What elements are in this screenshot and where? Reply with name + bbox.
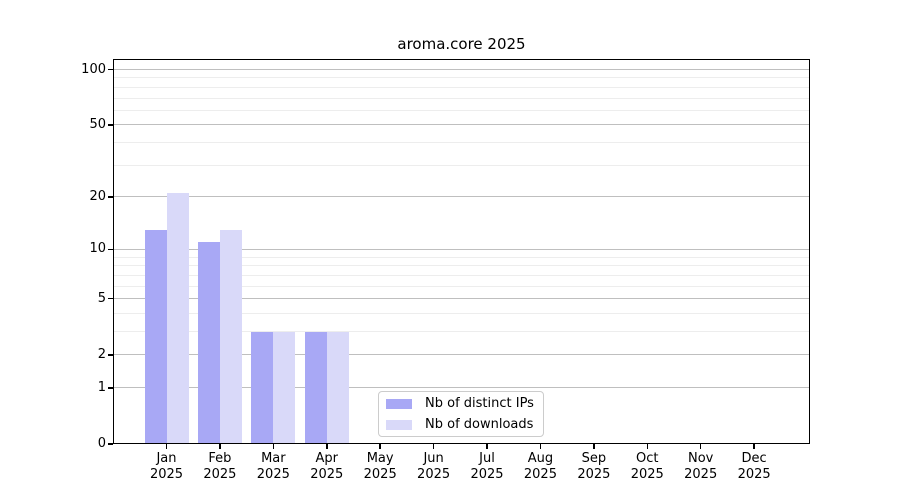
y-tick-label-10: 10: [89, 241, 106, 257]
x-tick-mark-3: [272, 444, 275, 449]
y-tick-label-5: 5: [97, 290, 106, 306]
y-tick-label-1: 1: [97, 379, 106, 395]
x-tick-label-jan-2025: Jan 2025: [149, 451, 184, 482]
legend: Nb of distinct IPs Nb of downloads: [378, 391, 544, 437]
x-tick-label-nov-2025: Nov 2025: [684, 451, 718, 482]
y-tick-mark-100: [108, 68, 113, 71]
x-tick-label-jul-2025: Jul 2025: [470, 451, 504, 482]
x-tick-mark-7: [486, 444, 488, 449]
gridline-major-1: [113, 387, 810, 389]
legend-item-distinct-ips: Nb of distinct IPs: [386, 395, 543, 412]
bar-nb-of-downloads-jan-2025: [166, 193, 189, 444]
x-tick-mark-2: [219, 444, 221, 449]
bar-nb-of-downloads-feb-2025: [219, 229, 242, 444]
x-tick-mark-12: [753, 444, 755, 449]
gridline-minor-40: [113, 142, 810, 144]
x-tick-mark-11: [699, 444, 702, 449]
y-tick-mark-20: [108, 196, 113, 198]
gridline-major-5: [113, 298, 810, 300]
gridline-major-2: [113, 354, 810, 356]
y-tick-mark-0: [108, 443, 113, 445]
y-tick-mark-50: [108, 124, 113, 126]
gridline-major-20: [113, 196, 810, 198]
y-tick-mark-10: [108, 248, 113, 251]
gridline-minor-6: [113, 285, 810, 287]
legend-swatch-downloads: [386, 419, 412, 430]
plot-area: [113, 59, 810, 444]
x-tick-label-apr-2025: Apr 2025: [310, 451, 344, 482]
bar-nb-of-downloads-mar-2025: [273, 331, 296, 444]
x-tick-label-may-2025: May 2025: [363, 451, 397, 482]
x-tick-mark-6: [432, 444, 435, 449]
x-tick-label-mar-2025: Mar 2025: [256, 451, 290, 482]
x-tick-label-jun-2025: Jun 2025: [417, 451, 451, 482]
gridline-major-100: [113, 69, 810, 71]
gridline-minor-30: [113, 164, 810, 166]
x-tick-label-sep-2025: Sep 2025: [577, 451, 611, 482]
x-tick-mark-10: [646, 444, 649, 449]
bar-nb-of-distinct-ips-feb-2025: [197, 242, 220, 444]
legend-item-downloads: Nb of downloads: [386, 416, 543, 433]
gridline-minor-3: [113, 331, 810, 333]
bar-nb-of-distinct-ips-jan-2025: [144, 229, 167, 444]
x-tick-mark-4: [326, 444, 328, 449]
chart-title: aroma.core 2025: [397, 35, 526, 53]
y-tick-label-50: 50: [89, 116, 106, 132]
gridline-minor-9: [113, 256, 810, 258]
legend-label-downloads: Nb of downloads: [425, 417, 534, 432]
x-tick-mark-1: [165, 444, 168, 449]
legend-swatch-distinct-ips: [386, 398, 412, 409]
y-tick-mark-5: [108, 297, 113, 300]
x-tick-label-dec-2025: Dec 2025: [737, 451, 771, 482]
y-tick-label-2: 2: [97, 346, 106, 362]
x-tick-label-feb-2025: Feb 2025: [203, 451, 237, 482]
y-tick-label-0: 0: [97, 436, 106, 451]
x-tick-label-oct-2025: Oct 2025: [630, 451, 664, 482]
gridline-minor-4: [113, 312, 810, 314]
x-tick-mark-8: [539, 444, 542, 449]
x-tick-mark-9: [593, 444, 595, 449]
bar-nb-of-downloads-apr-2025: [326, 331, 349, 444]
y-tick-mark-2: [108, 354, 113, 356]
gridline-major-50: [113, 124, 810, 126]
y-tick-mark-1: [108, 387, 113, 389]
bar-nb-of-distinct-ips-mar-2025: [251, 331, 274, 444]
x-tick-mark-5: [379, 444, 381, 449]
gridline-minor-7: [113, 274, 810, 276]
legend-label-distinct-ips: Nb of distinct IPs: [425, 396, 534, 411]
y-tick-label-100: 100: [81, 61, 106, 77]
x-tick-label-aug-2025: Aug 2025: [523, 451, 557, 482]
gridline-minor-90: [113, 77, 810, 79]
gridline-minor-70: [113, 97, 810, 99]
gridline-minor-80: [113, 86, 810, 88]
gridline-major-10: [113, 248, 810, 250]
gridline-minor-8: [113, 265, 810, 267]
bar-nb-of-distinct-ips-apr-2025: [304, 331, 327, 444]
y-tick-label-20: 20: [89, 188, 106, 204]
gridline-minor-60: [113, 109, 810, 111]
